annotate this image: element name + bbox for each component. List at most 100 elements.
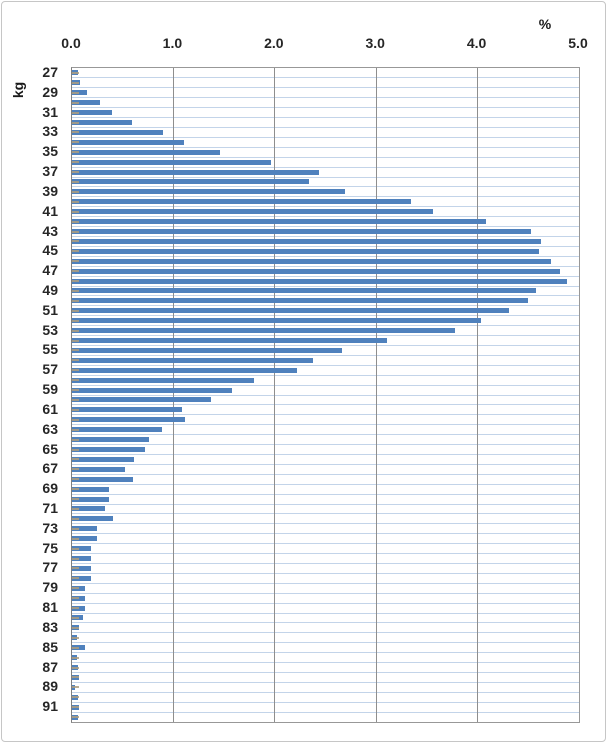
category-tick <box>72 527 79 530</box>
category-tick <box>72 81 79 84</box>
bar-66kg <box>72 456 134 462</box>
y-tick-label: 91 <box>42 698 58 715</box>
category-tick <box>72 448 79 451</box>
category-gridline <box>72 344 579 346</box>
category-gridline <box>72 691 579 693</box>
bar-75kg <box>72 546 91 552</box>
value-gridline <box>172 68 174 722</box>
bar-77kg <box>72 565 91 571</box>
category-gridline <box>72 662 579 664</box>
x-tick-label: 2.0 <box>264 35 284 51</box>
y-tick-label: 49 <box>42 281 58 298</box>
y-tick-label: 83 <box>42 618 58 635</box>
category-tick <box>72 210 79 213</box>
category-gridline <box>72 305 579 307</box>
x-tick-label: 5.0 <box>568 35 588 51</box>
category-tick <box>72 171 79 174</box>
category-gridline <box>72 553 579 555</box>
category-tick <box>72 289 79 292</box>
y-tick-label: 31 <box>42 103 58 120</box>
bar-29kg <box>72 90 87 96</box>
category-tick <box>72 379 79 382</box>
category-gridline <box>72 216 579 218</box>
category-tick <box>72 686 79 689</box>
category-tick <box>72 438 79 441</box>
bar-42kg <box>72 219 486 225</box>
bar-32kg <box>72 120 132 125</box>
bar-73kg <box>72 526 97 532</box>
category-tick <box>72 597 79 600</box>
category-gridline <box>72 533 579 535</box>
bar-67kg <box>72 466 125 472</box>
bar-53kg <box>72 328 455 334</box>
category-tick <box>72 101 79 104</box>
y-tick-label: 85 <box>42 638 58 655</box>
bar-39kg <box>72 189 345 195</box>
category-gridline <box>72 711 579 713</box>
category-tick <box>72 488 79 491</box>
bar-69kg <box>72 486 109 492</box>
category-tick <box>72 418 79 421</box>
category-gridline <box>72 384 579 386</box>
bar-34kg <box>72 139 184 145</box>
category-gridline <box>72 681 579 683</box>
y-tick-label: 89 <box>42 678 58 695</box>
y-tick-label: 45 <box>42 242 58 259</box>
y-tick-label: 79 <box>42 579 58 596</box>
category-tick <box>72 250 79 253</box>
x-axis-title: % <box>538 16 552 32</box>
category-tick <box>72 537 79 540</box>
y-tick-label: 33 <box>42 123 58 140</box>
category-gridline <box>72 146 579 148</box>
category-tick <box>72 398 79 401</box>
bar-57kg <box>72 367 297 373</box>
category-tick <box>72 299 79 302</box>
y-tick-label: 43 <box>42 222 58 239</box>
category-gridline <box>72 652 579 654</box>
category-gridline <box>72 503 579 505</box>
category-gridline <box>72 186 579 188</box>
category-tick <box>72 349 79 352</box>
category-tick <box>72 468 79 471</box>
category-gridline <box>72 513 579 515</box>
category-gridline <box>72 671 579 673</box>
bar-47kg <box>72 268 560 274</box>
bar-48kg <box>72 278 567 284</box>
category-tick <box>72 280 79 283</box>
bar-59kg <box>72 387 232 393</box>
bar-44kg <box>72 238 541 244</box>
category-gridline <box>72 453 579 455</box>
bar-64kg <box>72 437 149 443</box>
category-tick <box>72 696 79 699</box>
category-tick <box>72 389 79 392</box>
category-tick <box>72 666 79 669</box>
category-gridline <box>72 265 579 267</box>
y-tick-label: 41 <box>42 202 58 219</box>
category-tick <box>72 636 79 639</box>
category-tick <box>72 428 79 431</box>
y-tick-label: 67 <box>42 460 58 477</box>
category-tick <box>72 339 79 342</box>
category-gridline <box>72 87 579 89</box>
bar-38kg <box>72 179 309 185</box>
bar-30kg <box>72 100 100 106</box>
y-tick-label: 59 <box>42 381 58 398</box>
category-tick <box>72 309 79 312</box>
category-gridline <box>72 136 579 138</box>
category-tick <box>72 676 79 679</box>
plot-area <box>71 67 580 723</box>
bar-36kg <box>72 159 271 165</box>
bar-55kg <box>72 347 342 353</box>
y-tick-label: 75 <box>42 539 58 556</box>
category-gridline <box>72 404 579 406</box>
category-gridline <box>72 285 579 287</box>
category-tick <box>72 151 79 154</box>
bar-56kg <box>72 357 313 363</box>
y-tick-label: 69 <box>42 480 58 497</box>
category-tick <box>72 319 79 322</box>
bar-72kg <box>72 516 113 522</box>
category-gridline <box>72 562 579 564</box>
category-gridline <box>72 206 579 208</box>
y-tick-label: 53 <box>42 321 58 338</box>
category-gridline <box>72 424 579 426</box>
